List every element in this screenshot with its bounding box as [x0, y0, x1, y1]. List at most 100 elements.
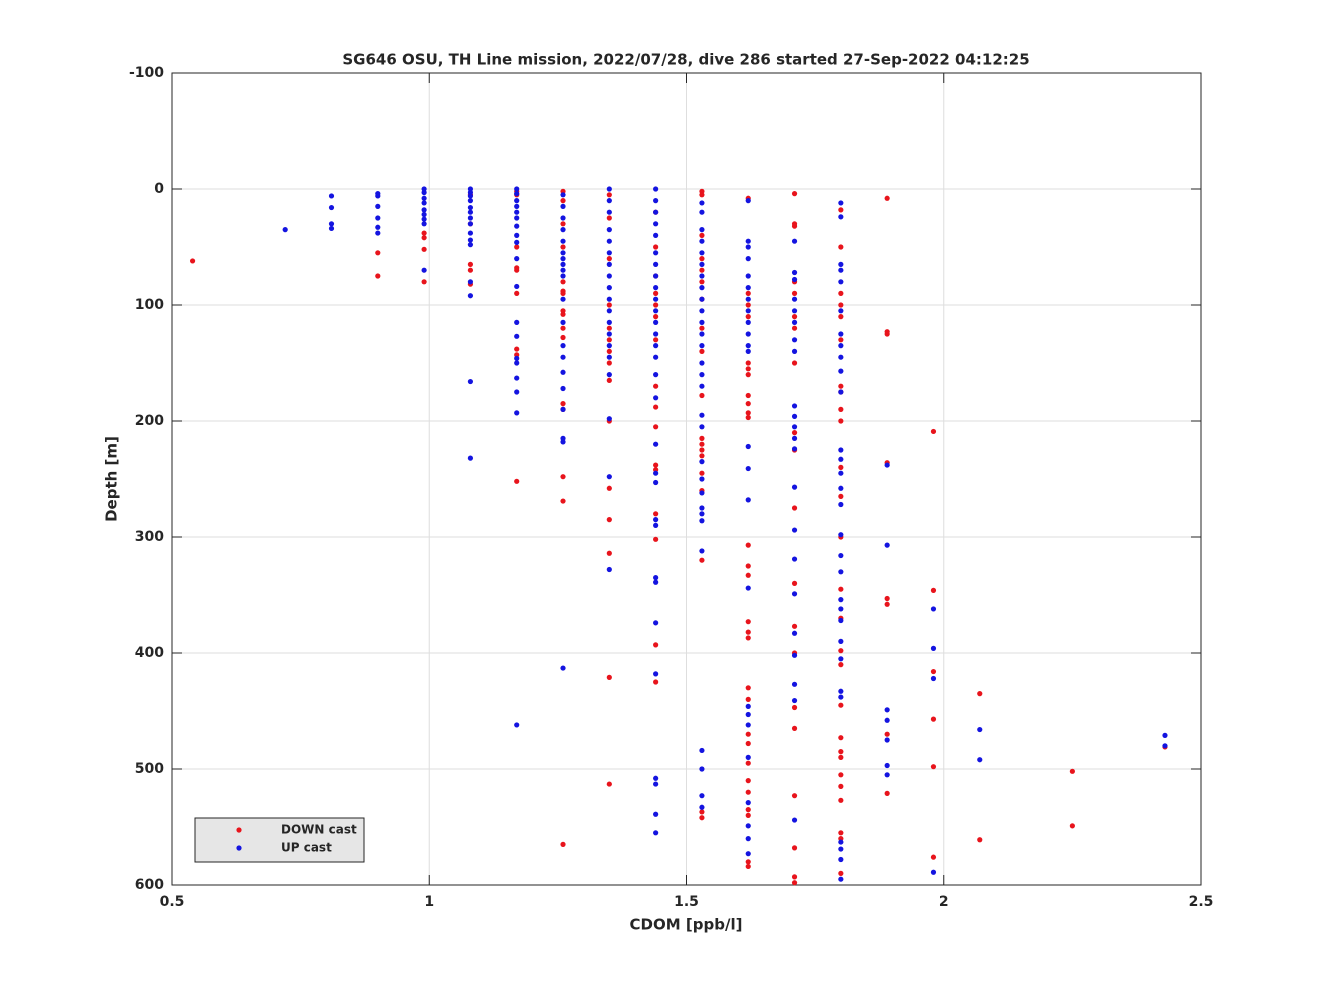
data-point — [1162, 732, 1168, 738]
data-point — [884, 762, 890, 769]
data-point — [514, 215, 520, 221]
data-point — [467, 193, 474, 199]
data-point — [560, 290, 566, 296]
data-point — [745, 619, 751, 625]
data-point — [514, 478, 520, 484]
data-point — [930, 764, 937, 770]
data-point — [699, 453, 705, 459]
data-point — [606, 416, 612, 422]
data-point — [791, 880, 798, 886]
data-point — [421, 235, 427, 241]
legend-label: UP cast — [281, 841, 332, 855]
data-point — [791, 591, 798, 597]
y-tick-label: 500 — [135, 761, 164, 777]
data-point — [745, 290, 751, 296]
data-point — [745, 585, 751, 591]
data-point — [699, 424, 705, 430]
data-point — [606, 377, 612, 383]
data-point — [745, 859, 751, 865]
data-point — [699, 308, 705, 314]
data-point — [838, 337, 844, 343]
data-point — [699, 793, 705, 799]
data-point — [560, 474, 566, 480]
data-point — [653, 620, 659, 626]
data-point — [699, 267, 705, 273]
data-point — [653, 441, 659, 447]
data-point — [745, 319, 751, 325]
data-point — [606, 343, 612, 349]
data-point — [838, 308, 844, 314]
data-point — [467, 261, 474, 267]
data-point — [514, 319, 520, 325]
data-point — [930, 428, 937, 435]
data-point — [745, 635, 751, 641]
data-point — [745, 800, 751, 806]
data-point — [560, 401, 566, 407]
y-tick-label: 600 — [135, 877, 164, 893]
data-point — [560, 250, 566, 256]
data-point — [282, 227, 288, 233]
data-point — [791, 580, 798, 587]
data-point — [745, 760, 751, 766]
y-axis-label: Depth [m] — [103, 436, 121, 522]
data-point — [745, 754, 751, 761]
data-point — [745, 366, 751, 372]
data-point — [606, 485, 612, 491]
data-point — [930, 645, 937, 651]
data-point — [745, 238, 751, 244]
data-point — [838, 797, 844, 803]
data-point — [838, 749, 844, 755]
data-point — [745, 443, 751, 450]
data-point — [791, 430, 798, 436]
data-point — [606, 227, 612, 233]
data-point — [791, 269, 798, 276]
data-point — [838, 343, 844, 349]
data-point — [514, 722, 520, 728]
data-point — [745, 465, 751, 472]
data-point — [653, 232, 659, 238]
data-point — [838, 290, 844, 296]
data-point — [791, 484, 798, 490]
data-point — [699, 490, 705, 496]
data-point — [838, 214, 844, 220]
data-point — [745, 296, 751, 302]
x-axis-label: CDOM [ppb/l] — [630, 916, 743, 934]
data-point — [838, 244, 844, 250]
data-point — [514, 186, 520, 192]
data-point — [467, 204, 474, 211]
data-point — [514, 267, 520, 273]
data-point — [514, 191, 520, 197]
data-point — [977, 837, 983, 843]
data-point — [838, 267, 844, 273]
data-point — [653, 319, 659, 325]
data-point — [606, 296, 612, 302]
data-point — [838, 754, 844, 761]
data-point — [421, 211, 427, 218]
data-point — [560, 354, 566, 360]
data-point — [653, 811, 659, 817]
data-point — [745, 244, 751, 250]
data-point — [467, 237, 474, 243]
data-point — [328, 225, 335, 232]
data-point — [653, 209, 659, 215]
data-point — [653, 314, 659, 320]
data-point — [838, 464, 844, 470]
legend-label: DOWN cast — [281, 823, 357, 837]
data-point — [977, 726, 983, 733]
data-point — [791, 505, 798, 511]
data-point — [745, 285, 751, 291]
data-point — [699, 209, 705, 215]
data-point — [884, 790, 890, 796]
data-point — [653, 671, 659, 677]
data-point — [791, 308, 798, 314]
data-point — [514, 360, 520, 366]
data-point — [560, 227, 566, 233]
data-point — [745, 542, 751, 548]
x-tick-label: 1 — [424, 894, 434, 910]
data-point — [560, 665, 566, 671]
data-point — [745, 863, 751, 870]
data-point — [699, 232, 705, 238]
data-point — [606, 215, 612, 221]
data-point — [560, 238, 566, 244]
data-point — [560, 325, 566, 331]
